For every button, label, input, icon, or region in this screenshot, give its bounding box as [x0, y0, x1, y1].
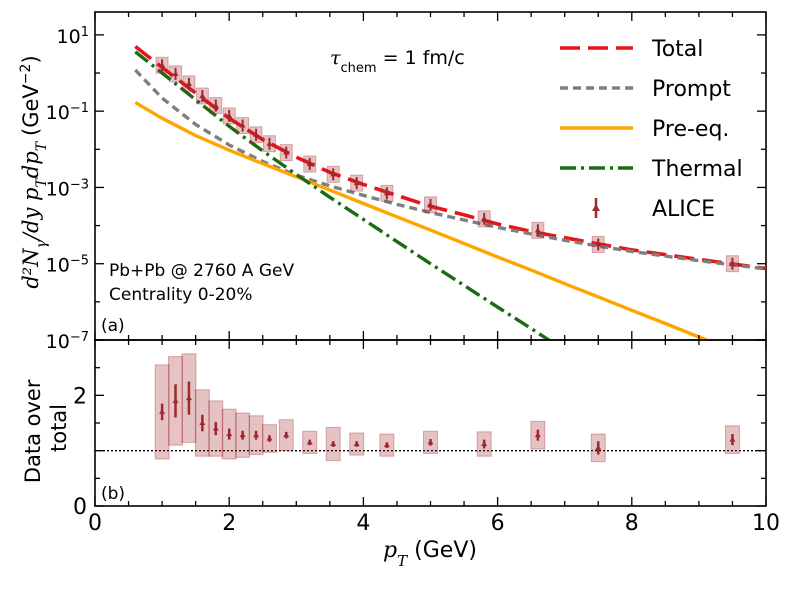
alice-point	[380, 184, 394, 202]
curve-total	[134, 44, 766, 271]
curve-prompt	[134, 68, 766, 271]
ratio-point	[476, 431, 492, 457]
x-tick-label: 8	[625, 511, 639, 536]
alice-point	[424, 196, 437, 214]
ratio-panel: 02 0 2 4 6 8 10 (b) Data over total pT (GeV)	[21, 339, 780, 570]
ratio-point	[181, 353, 197, 443]
ratio-point	[194, 389, 210, 457]
ratio-point	[724, 425, 740, 454]
alice-point	[222, 107, 236, 125]
y-tick-label: 10−1	[46, 101, 89, 125]
alice-point	[531, 221, 545, 239]
system-label: Pb+Pb @ 2760 A GeV	[109, 261, 294, 281]
y-tick-label: 10−3	[46, 177, 89, 201]
alice-data-points	[155, 56, 739, 273]
legend-entry-total: Total	[560, 37, 703, 62]
legend-entry-prompt: Prompt	[560, 77, 731, 102]
spectrum-x-ticks	[94, 12, 767, 340]
x-tick-label: 4	[356, 511, 370, 536]
y-label-t1: T	[34, 177, 50, 188]
alice-point	[195, 87, 209, 105]
alice-point	[155, 56, 169, 74]
ratio-point	[302, 430, 318, 454]
ratio-y-tick-label: 0	[73, 495, 87, 520]
alice-point	[477, 210, 491, 228]
legend-label: Pre-eq.	[652, 117, 729, 142]
centrality-label: Centrality 0-20%	[109, 285, 253, 305]
x-label-p: p	[383, 538, 397, 563]
ratio-point	[221, 408, 237, 460]
x-tick-label: 10	[752, 511, 780, 536]
legend-label: Thermal	[651, 157, 743, 182]
ratio-point	[235, 412, 251, 458]
alice-point	[279, 144, 293, 162]
spectrum-y-axis: 101 10−1 10−3 10−5 10−7	[46, 24, 766, 353]
y-label-t2: T	[34, 140, 50, 151]
x-axis-label: pT (GeV)	[383, 538, 477, 570]
ratio-point	[423, 430, 438, 454]
tau-annotation: τchem = 1 fm/c	[330, 47, 465, 76]
alice-point	[262, 135, 276, 153]
tau-subscript: chem	[341, 61, 377, 76]
legend-entry-thermal: Thermal	[560, 157, 743, 182]
alice-point	[182, 75, 196, 93]
legend-label: ALICE	[652, 197, 715, 222]
y-label-dy: /dy p	[19, 188, 43, 243]
alice-point	[350, 174, 364, 192]
ratio-y-label-line1: Data over	[21, 379, 45, 483]
ratio-point	[154, 364, 170, 460]
alice-point	[236, 117, 250, 135]
alice-point	[209, 97, 223, 115]
y-label-dsquared: d²N	[19, 248, 43, 289]
ratio-point	[530, 420, 546, 450]
tau-symbol: τ	[330, 47, 341, 69]
ratio-point	[325, 426, 341, 462]
ratio-point	[261, 424, 277, 453]
ratio-y-axis: 02	[73, 339, 766, 520]
ratio-y-label-line2: total	[47, 404, 71, 452]
spectrum-panel: 101 10−1 10−3 10−5 10−7 τchem = 1 fm/c Pb+Pb…	[18, 11, 767, 353]
ratio-data-points	[154, 353, 740, 463]
legend-entry-alice: ALICE	[592, 197, 715, 222]
y-label-units: (GeV	[19, 84, 43, 136]
x-tick-label: 2	[222, 511, 236, 536]
ratio-point	[590, 433, 606, 463]
ratio-point	[248, 415, 264, 456]
legend: Total Prompt Pre-eq. Thermal ALICE	[560, 37, 743, 222]
alice-point	[591, 235, 605, 253]
ratio-point	[278, 419, 294, 452]
y-label-close: )	[19, 55, 43, 63]
ratio-x-axis: 0 2 4 6 8 10	[88, 340, 780, 536]
y-label-dp: dp	[19, 151, 43, 178]
x-label-units: (GeV)	[407, 538, 477, 563]
ratio-point	[349, 432, 365, 456]
ratio-y-axis-label: Data over total	[21, 373, 71, 483]
y-tick-label: 10−5	[46, 253, 89, 277]
legend-entry-preeq: Pre-eq.	[560, 117, 729, 142]
y-tick-label: 10−7	[46, 330, 89, 354]
x-tick-label: 0	[88, 511, 102, 536]
y-label-exp: −2	[18, 64, 34, 85]
x-tick-label: 6	[491, 511, 505, 536]
ratio-point	[379, 433, 395, 457]
spectrum-y-axis-label: d²Nγ/dy pTdpT(GeV−2)	[18, 55, 50, 288]
ratio-point	[208, 400, 224, 457]
panel-b-label: (b)	[101, 484, 125, 504]
alice-point	[303, 155, 317, 173]
legend-label: Prompt	[652, 77, 731, 102]
ratio-y-tick-label: 2	[73, 384, 87, 409]
ratio-point	[168, 356, 184, 446]
alice-point	[326, 165, 340, 183]
panel-a-label: (a)	[101, 316, 125, 336]
alice-point	[249, 126, 263, 144]
y-tick-label: 101	[57, 24, 89, 48]
alice-point	[725, 255, 739, 273]
y-label-gamma: γ	[34, 239, 50, 248]
x-label-t: T	[397, 552, 408, 570]
legend-label: Total	[651, 37, 703, 62]
curve-preeq	[134, 100, 712, 340]
tau-value: = 1 fm/c	[377, 47, 465, 69]
alice-point	[169, 65, 183, 83]
